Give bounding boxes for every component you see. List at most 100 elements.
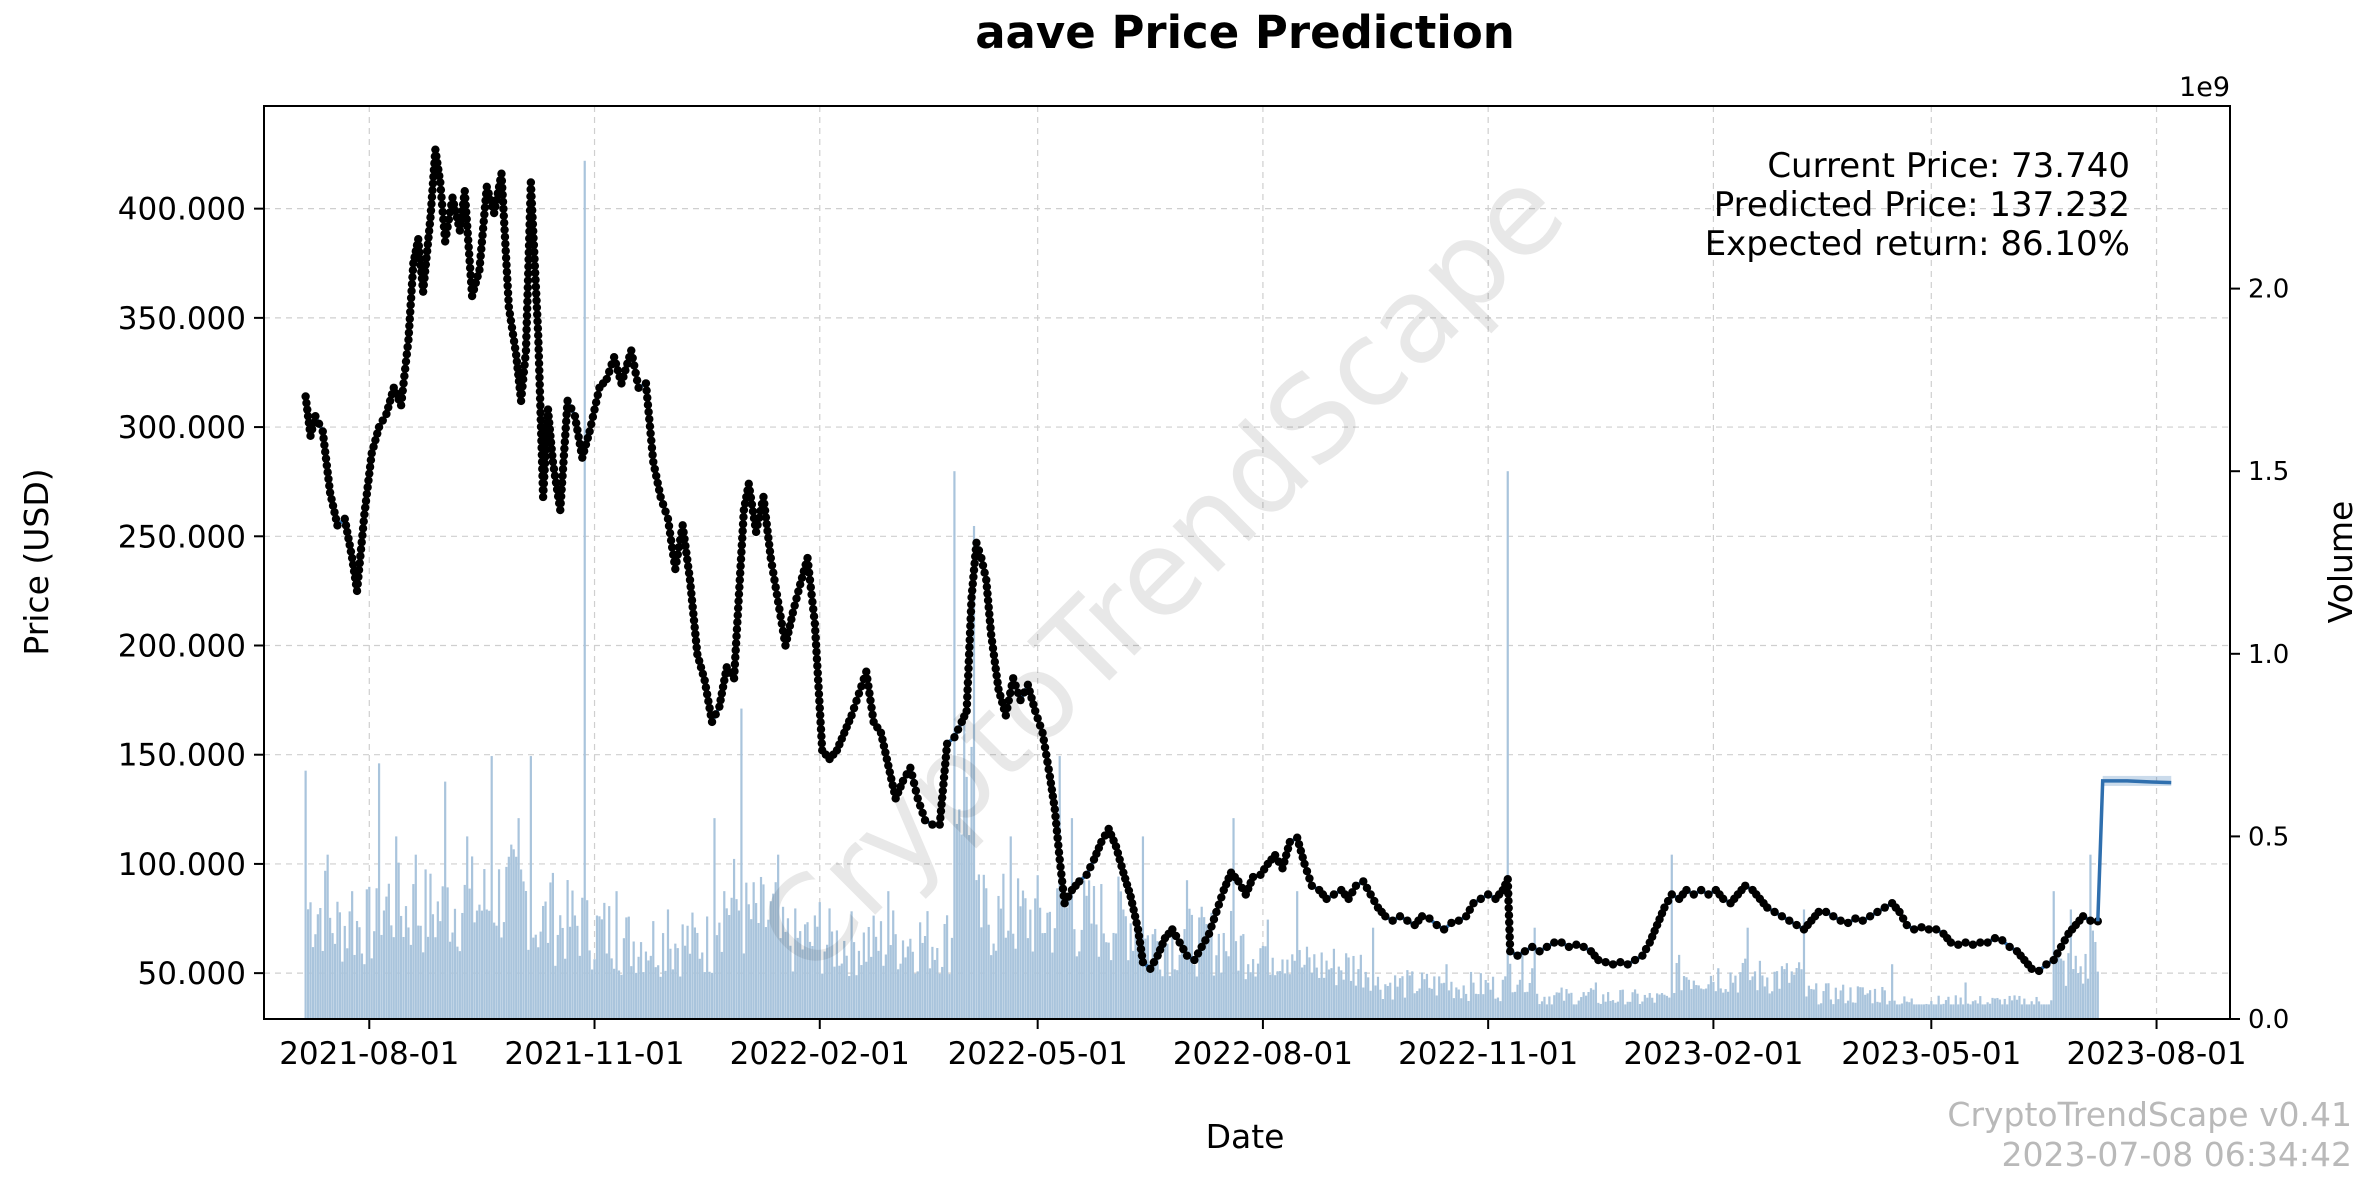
volume-bar (1773, 971, 1776, 1019)
volume-bar (1555, 992, 1558, 1019)
price-point (682, 548, 691, 557)
volume-bar (1915, 1004, 1918, 1019)
volume-bar (1925, 1003, 1928, 1019)
volume-bar (1846, 1000, 1850, 1019)
volume-bar (1756, 990, 1759, 1019)
volume-bar (1633, 989, 1637, 1019)
volume-bar (835, 930, 839, 1019)
volume-bar (1345, 953, 1348, 1019)
price-point (911, 786, 921, 795)
volume-bar (1396, 986, 1399, 1019)
price-point (963, 685, 972, 694)
volume-bar (2047, 1004, 2050, 1019)
volume-bar (397, 862, 400, 1019)
price-point (400, 371, 409, 381)
price-point (1029, 700, 1038, 709)
price-point (1465, 905, 1474, 914)
price-point (666, 536, 676, 545)
price-point (480, 203, 490, 212)
volume-bar (1298, 950, 1301, 1019)
volume-bar (693, 927, 697, 1019)
price-point (852, 696, 861, 706)
price-point (753, 520, 762, 530)
price-point (781, 641, 790, 650)
volume-bar (1232, 818, 1235, 1019)
prediction-band (2102, 775, 2172, 786)
price-point (649, 457, 658, 467)
volume-bar (980, 927, 983, 1019)
volume-bar (1061, 885, 1064, 1019)
volume-bar (475, 910, 479, 1019)
volume-bar (1244, 979, 1247, 1019)
volume-bar (862, 932, 865, 1019)
price-point (654, 485, 664, 495)
price-point (361, 496, 371, 506)
volume-bar (2033, 1004, 2036, 1019)
price-point (1006, 688, 1015, 698)
price-point (528, 212, 537, 222)
price-point (1051, 812, 1060, 821)
volume-bar (1592, 989, 1595, 1019)
price-point (936, 806, 946, 816)
volume-bar (1704, 988, 1708, 1019)
volume-bar (1394, 975, 1397, 1019)
price-point (435, 171, 444, 181)
volume-bar (370, 958, 373, 1019)
volume-bar (1577, 1000, 1580, 1019)
price-point (583, 433, 592, 443)
price-point (763, 526, 772, 536)
volume-bar (1604, 1001, 1607, 1019)
volume-bar (1335, 985, 1338, 1019)
price-point (1641, 944, 1651, 954)
volume-bar (566, 880, 569, 1019)
price-point (510, 343, 520, 353)
volume-bar (911, 951, 914, 1019)
price-point (498, 183, 507, 192)
price-point (988, 644, 998, 653)
price-point (705, 703, 714, 713)
price-point (357, 538, 366, 547)
volume-bar (1930, 1001, 1933, 1019)
volume-bar (1815, 983, 1818, 1019)
volume-bar (1538, 1004, 1541, 1019)
price-point (1366, 890, 1375, 899)
volume-bar (1550, 1004, 1553, 1019)
volume-bar (1296, 891, 1299, 1019)
price-point (685, 575, 695, 585)
y-tick-label: 200.000 (118, 629, 246, 665)
price-point (1135, 938, 1145, 947)
price-point (406, 293, 416, 303)
volume-bar (1993, 998, 1997, 1019)
price-point (538, 492, 548, 502)
volume-bar (414, 854, 417, 1019)
volume-bar (1163, 941, 1167, 1019)
volume-bar (752, 882, 755, 1019)
price-point (1504, 903, 1513, 913)
price-point (501, 253, 511, 263)
volume-bar (762, 884, 765, 1019)
price-point (436, 178, 445, 187)
volume-bar (1996, 997, 1999, 1019)
volume-bar (409, 944, 413, 1019)
volume-bar (2003, 998, 2006, 1019)
volume-bar (1389, 982, 1392, 1019)
y-tick-label: 250.000 (118, 519, 246, 555)
volume-bar (532, 937, 535, 1019)
volume-bar (1039, 907, 1042, 1019)
price-point (962, 699, 972, 709)
volume-bar (544, 901, 547, 1019)
price-point (810, 619, 820, 628)
price-point (1129, 905, 1138, 914)
price-point (611, 359, 621, 368)
price-point (545, 418, 554, 427)
volume-bar (953, 471, 956, 1019)
price-point (1285, 837, 1295, 847)
price-point (465, 256, 474, 266)
volume-bar (576, 925, 579, 1019)
volume-bar (644, 951, 648, 1019)
price-point (578, 453, 587, 462)
volume-bar (1068, 899, 1071, 1019)
price-point (647, 443, 657, 452)
volume-bar (613, 968, 616, 1019)
price-point (484, 189, 493, 198)
